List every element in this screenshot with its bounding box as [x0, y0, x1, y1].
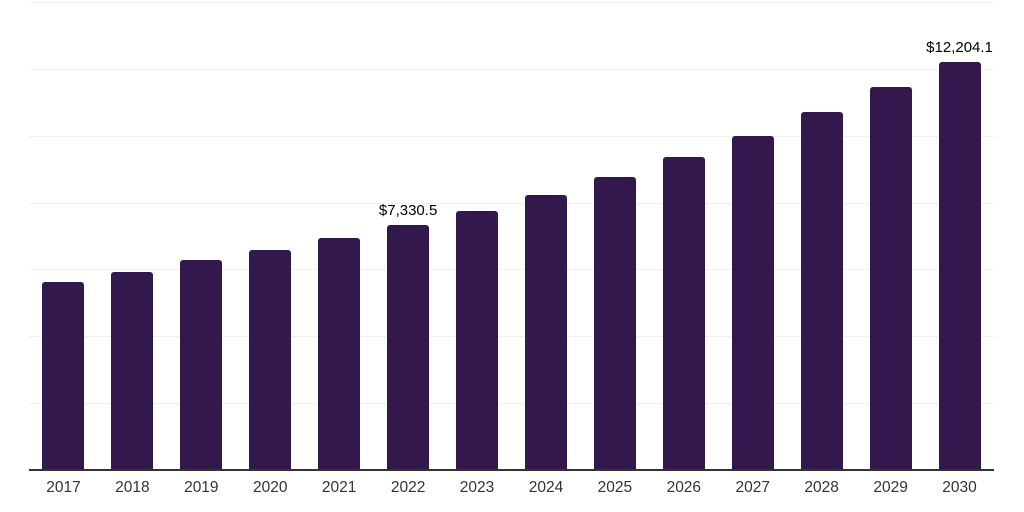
x-tick-label-2020: 2020: [253, 479, 288, 496]
bar-2022: [387, 224, 430, 470]
bar-2019: [180, 260, 223, 470]
x-tick-label-2028: 2028: [804, 479, 839, 496]
gridline-12000: [29, 68, 994, 70]
bar-2027: [731, 135, 774, 470]
bar-2023: [456, 210, 499, 470]
bar-2021: [318, 237, 361, 470]
x-tick-label-2021: 2021: [321, 479, 357, 496]
x-tick-label-2029: 2029: [873, 479, 908, 496]
x-tick-label-2027: 2027: [735, 479, 770, 496]
bar-2030: [938, 62, 981, 470]
bar-2029: [869, 87, 912, 470]
gridline-10000: [29, 135, 994, 137]
bar-2026: [662, 157, 705, 470]
x-tick-label-2030: 2030: [942, 479, 977, 496]
x-axis-line: [29, 469, 994, 471]
gridline-2000: [29, 403, 994, 405]
x-tick-label-2024: 2024: [528, 479, 564, 496]
x-tick-label-2022: 2022: [390, 479, 426, 496]
x-tick-label-2017: 2017: [46, 479, 81, 496]
gridline-6000: [29, 269, 994, 271]
data-label-2030: $12,204.1: [926, 39, 993, 57]
bar-2024: [524, 194, 567, 470]
x-tick-label-2025: 2025: [597, 479, 633, 496]
bar-2025: [593, 176, 636, 470]
gridline-4000: [29, 336, 994, 338]
x-tick-label-2018: 2018: [115, 479, 150, 496]
bar-2017: [42, 282, 85, 470]
x-tick-label-2023: 2023: [459, 479, 495, 496]
x-axis-labels: 2017 2018 2019 2020 2021 2022 2023 2024 2025 2026…: [29, 479, 994, 503]
bar-2028: [800, 112, 843, 470]
plot-area: $7,330.5 $12,204.1: [29, 2, 994, 471]
data-label-2022: $7,330.5: [378, 201, 438, 219]
x-tick-label-2019: 2019: [184, 479, 219, 496]
bar-2020: [249, 249, 292, 470]
bar-2018: [111, 272, 154, 470]
x-tick-label-2026: 2026: [666, 479, 702, 496]
gridline-8000: [29, 202, 994, 204]
gridline-14000: [29, 2, 994, 3]
